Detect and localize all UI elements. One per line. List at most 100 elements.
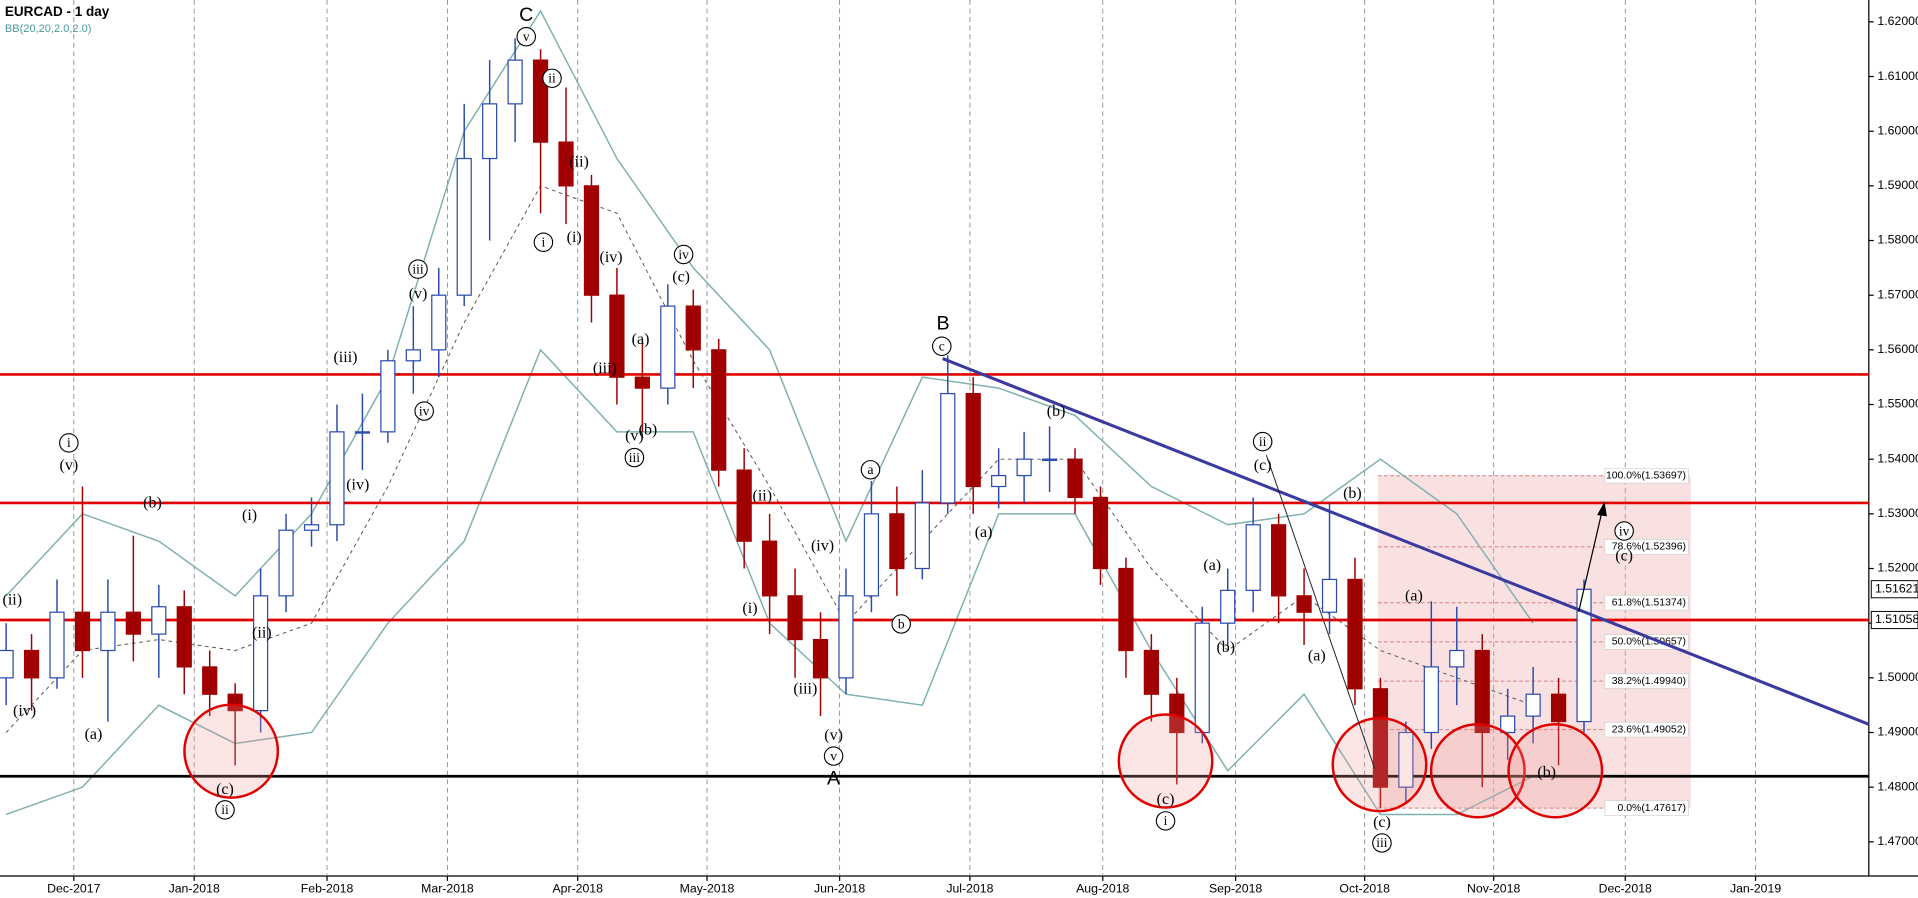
wave-circle: [932, 336, 952, 356]
highlight-circle: [1429, 723, 1526, 819]
wave-label: v: [830, 748, 837, 763]
wave-label: (i): [742, 600, 757, 617]
wave-label: i: [1164, 813, 1168, 828]
wave-label: (v): [409, 286, 428, 303]
candle-body: [431, 294, 447, 351]
candle-body: [1500, 715, 1516, 734]
x-tick-label: Mar-2018: [421, 882, 474, 896]
x-tick-label: Jan-2019: [1730, 882, 1781, 896]
candle-body: [1372, 688, 1389, 788]
y-tick-label: 1.49000: [1877, 725, 1918, 739]
wave-line: [1265, 454, 1376, 769]
y-tick-label: 1.52000: [1877, 561, 1918, 575]
candle-body: [1245, 524, 1261, 591]
wave-label: (i): [567, 229, 582, 246]
wave-label: (v): [60, 457, 79, 474]
candle-body: [1271, 524, 1287, 597]
candle-body: [787, 595, 803, 641]
candle-body: [507, 59, 523, 105]
y-tick-label: 1.53000: [1877, 506, 1918, 520]
wave-circle: [860, 460, 881, 480]
wave-label: (i): [242, 507, 257, 524]
wave-label: (iii): [593, 360, 617, 377]
highlight-circle: [1507, 723, 1604, 819]
price-label: 1.51058: [1875, 612, 1918, 626]
wave-label: (iv): [811, 538, 834, 555]
wave-label: (a): [85, 726, 103, 743]
wave-circle: [516, 26, 536, 47]
wave-label: (b): [1216, 639, 1235, 656]
candle-body: [125, 611, 141, 635]
candle-body: [711, 349, 727, 471]
wave-label: (c): [1157, 791, 1175, 808]
wave-label: C: [519, 4, 533, 26]
candle-body: [380, 360, 396, 433]
candle-body: [1092, 496, 1109, 570]
x-tick-label: Nov-2018: [1467, 882, 1520, 896]
wave-label: ii: [1259, 434, 1267, 449]
candle-body: [252, 595, 269, 712]
x-tick-label: Jan-2018: [169, 882, 220, 896]
wave-label: (iii): [334, 349, 358, 366]
wave-label: b: [898, 616, 905, 631]
wave-label: A: [827, 768, 841, 790]
candle-body: [278, 529, 294, 597]
candle-body: [482, 103, 498, 160]
wave-label: (b): [1537, 764, 1556, 781]
candle-body: [812, 638, 829, 679]
wave-label: (ii): [3, 591, 23, 608]
indicator-label: BB(20,20,2.0,2.0): [5, 23, 92, 35]
candle-body: [1296, 595, 1312, 613]
highlight-circle: [1117, 713, 1214, 809]
price-box: [1870, 610, 1918, 630]
x-tick-label: Aug-2018: [1076, 882, 1129, 896]
fib-label-box: [1604, 595, 1689, 611]
candle-body: [1194, 622, 1210, 734]
candle-body: [405, 349, 421, 362]
candle-body: [1321, 578, 1338, 613]
fib-label: 0.0%(1.47617): [1618, 803, 1686, 814]
projection-arrow: [1578, 511, 1603, 612]
fib-label: 100.0%(1.53697): [1606, 471, 1686, 482]
wave-label: (a): [1203, 557, 1221, 574]
wave-circle: [673, 244, 694, 265]
wave-label: ii: [548, 71, 556, 86]
wave-label: (ii): [569, 153, 589, 170]
wave-label: (ii): [252, 624, 272, 641]
wave-label: iv: [1619, 523, 1630, 538]
candle-body: [49, 611, 65, 679]
candle-body: [202, 666, 218, 695]
y-tick-label: 1.59000: [1877, 178, 1918, 192]
wave-label: iii: [629, 450, 641, 465]
candle-body: [1347, 578, 1363, 690]
candle-body: [1143, 649, 1159, 695]
wave-label: B: [936, 312, 949, 334]
wave-circle: [408, 259, 428, 279]
candle-body: [1474, 649, 1490, 734]
fib-label-box: [1604, 539, 1689, 555]
candle-body: [1525, 693, 1541, 717]
wave-label: (a): [1308, 648, 1326, 665]
wave-label: (a): [975, 524, 993, 541]
y-tick-label: 1.62000: [1877, 14, 1918, 28]
wave-label: (v): [824, 727, 843, 744]
fib-label: 78.6%(1.52396): [1612, 542, 1686, 553]
wave-label: (b): [1343, 485, 1362, 502]
wave-label: (a): [632, 331, 650, 348]
wave-label: (iv): [13, 703, 36, 720]
wave-label: (c): [672, 268, 690, 285]
wave-label: v: [523, 29, 530, 44]
x-tick-label: Dec-2017: [47, 882, 100, 896]
wave-label: a: [867, 462, 873, 477]
candle-body: [838, 595, 854, 679]
candle-body: [0, 649, 14, 679]
candle-body: [736, 469, 752, 542]
wave-label: (b): [1047, 403, 1066, 420]
wave-label: (iv): [346, 476, 369, 493]
candle-body: [354, 431, 371, 434]
candle-body: [303, 524, 320, 531]
candle-body: [889, 513, 905, 570]
wave-label: i: [542, 235, 546, 250]
y-tick-label: 1.57000: [1877, 287, 1918, 301]
